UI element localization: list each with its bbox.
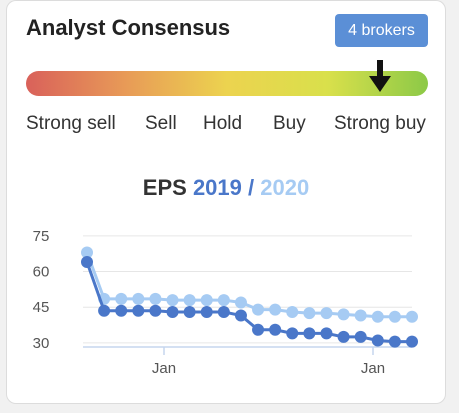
analyst-consensus-card: Analyst Consensus 4 brokers Strong sell S… xyxy=(6,0,446,158)
series-2020-point xyxy=(337,308,350,321)
x-tick-label: Jan xyxy=(152,360,176,377)
eps-legend-separator: / xyxy=(248,175,255,200)
series-2020-point xyxy=(81,246,93,259)
series-2020-point xyxy=(217,294,230,307)
series-2020-point xyxy=(234,296,247,309)
series-2020-point xyxy=(183,294,196,307)
series-2019-point xyxy=(388,335,401,348)
series-2020-point xyxy=(269,303,282,316)
series-2019-point xyxy=(217,305,230,318)
series-2019-point xyxy=(337,330,350,343)
eps-line-chart: 75 60 45 30 Jan Jan xyxy=(33,228,418,377)
brokers-count-button[interactable]: 4 brokers xyxy=(335,14,428,47)
series-2019-point xyxy=(149,304,162,317)
y-tick-label: 60 xyxy=(33,264,50,281)
series-2019-point xyxy=(269,323,282,336)
series-2019-point xyxy=(406,335,418,348)
series-2019-point xyxy=(81,256,93,269)
series-2020-point xyxy=(286,305,299,318)
series-2020-point xyxy=(252,303,265,316)
series-2020-point xyxy=(320,307,333,320)
x-tick-label: Jan xyxy=(361,360,385,377)
eps-year-2019-legend[interactable]: 2019 xyxy=(192,175,242,200)
series-2020-point xyxy=(149,292,162,305)
series-2020-point xyxy=(132,292,145,305)
y-tick-label: 75 xyxy=(33,228,50,245)
rating-label-hold: Hold xyxy=(203,113,243,134)
y-tick-label: 45 xyxy=(33,299,50,316)
series-2019-point xyxy=(354,330,367,343)
consensus-gauge xyxy=(26,71,428,96)
down-arrow-icon xyxy=(369,60,391,92)
series-2019-point xyxy=(252,323,265,336)
series-2019-point xyxy=(234,309,247,322)
series-2019-point xyxy=(303,327,316,340)
series-2020-point xyxy=(371,310,384,323)
eps-chart-card: EPS 2019 / 2020 75 60 45 30 Jan Jan xyxy=(6,157,446,404)
series-2019-point xyxy=(200,305,213,318)
series-2020-point xyxy=(200,294,213,307)
series-2019-point xyxy=(183,305,196,318)
series-2020-point xyxy=(115,292,128,305)
series-2020-point xyxy=(303,307,316,320)
rating-scale-labels: Strong sell Sell Hold Buy Strong buy xyxy=(26,113,430,137)
series-2020-point xyxy=(354,309,367,322)
eps-chart-title: EPS 2019 / 2020 xyxy=(7,175,445,201)
eps-label: EPS xyxy=(142,175,187,200)
rating-label-strong-sell: Strong sell xyxy=(26,113,116,134)
rating-label-sell: Sell xyxy=(145,113,177,134)
series-2019-point xyxy=(320,327,333,340)
series-2019-point xyxy=(371,334,384,347)
series-2019-point xyxy=(115,304,128,317)
y-tick-label: 30 xyxy=(33,335,50,352)
series-2020-point xyxy=(406,310,418,323)
series-2019-point xyxy=(166,305,179,318)
series-2019-point xyxy=(98,304,111,317)
consensus-title: Analyst Consensus xyxy=(26,15,231,40)
series-2019-point xyxy=(132,304,145,317)
rating-label-strong-buy: Strong buy xyxy=(334,113,426,134)
eps-year-2020-legend[interactable]: 2020 xyxy=(260,175,310,200)
rating-label-buy: Buy xyxy=(273,113,306,134)
series-2020-point xyxy=(166,294,179,307)
series-2019-point xyxy=(286,327,299,340)
series-2020-point xyxy=(388,310,401,323)
